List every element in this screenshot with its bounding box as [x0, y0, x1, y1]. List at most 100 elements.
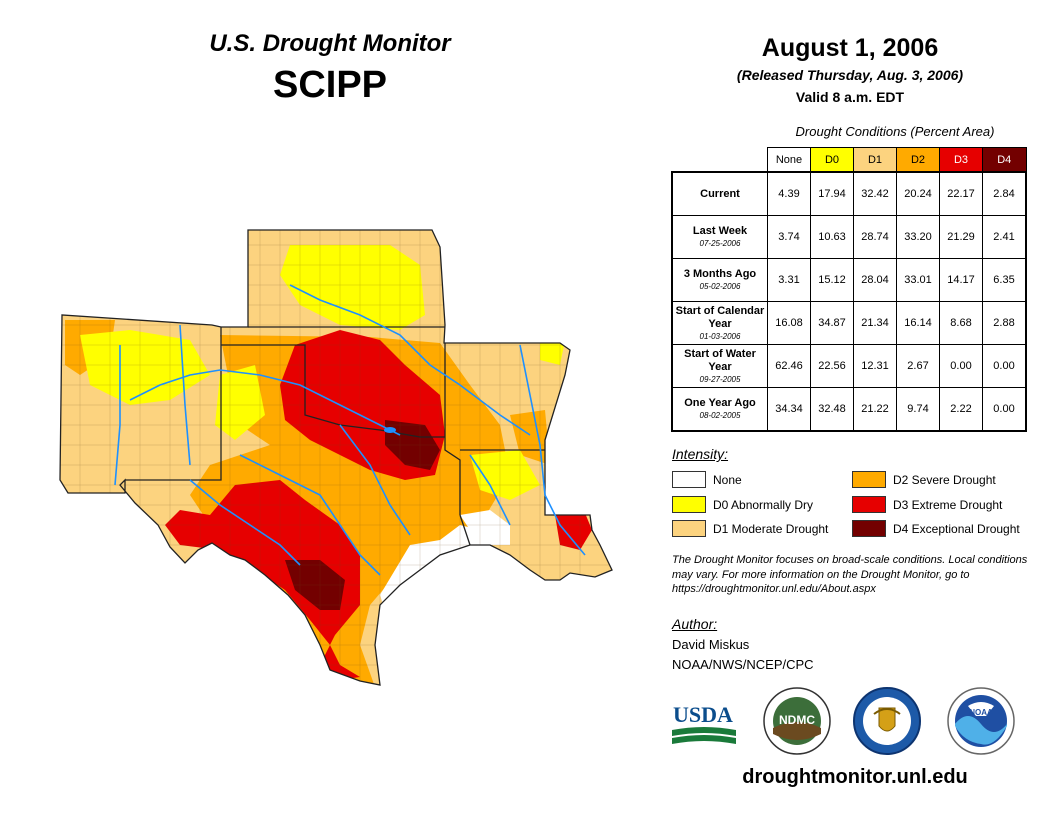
d4-area	[285, 560, 345, 610]
d4-area	[385, 420, 440, 470]
cell-d3: 2.22	[939, 387, 983, 432]
row-label: Current	[671, 171, 768, 216]
col-header-d3: D3	[939, 147, 983, 173]
cell-d2: 9.74	[896, 387, 940, 432]
row-label: Start of Calendar Year 01-03-2006	[671, 301, 768, 345]
cell-d3: 22.17	[939, 171, 983, 216]
website-url[interactable]: droughtmonitor.unl.edu	[742, 766, 968, 788]
cell-d1: 28.04	[853, 258, 897, 302]
legend-swatch	[852, 496, 886, 513]
cell-d4: 6.35	[982, 258, 1027, 302]
author-name: David Miskus	[672, 637, 750, 652]
cell-d1: 32.42	[853, 171, 897, 216]
cell-d2: 16.14	[896, 301, 940, 345]
table-row: One Year Ago 08-02-2005 34.34 32.48 21.22…	[671, 387, 1027, 432]
table-row: Current 4.39 17.94 32.42 20.24 22.17 2.8…	[671, 171, 1027, 216]
svg-text:USDA: USDA	[673, 702, 733, 727]
table-row: Start of Water Year 09-27-2005 62.46 22.5…	[671, 344, 1027, 388]
legend-swatch	[672, 496, 706, 513]
drought-map	[59, 229, 613, 686]
usda-logo: USDA	[672, 702, 736, 744]
cell-d0: 22.56	[810, 344, 854, 388]
row-label: 3 Months Ago 05-02-2006	[671, 258, 768, 302]
region-title: SCIPP	[272, 64, 388, 106]
legend-label: D2 Severe Drought	[893, 472, 996, 487]
cell-d4: 2.41	[982, 215, 1027, 259]
legend-label: D0 Abnormally Dry	[713, 497, 814, 512]
legend-swatch	[852, 471, 886, 488]
cell-d1: 21.22	[853, 387, 897, 432]
cell-none: 4.39	[767, 171, 811, 216]
cell-none: 34.34	[767, 387, 811, 432]
col-header-d0: D0	[810, 147, 854, 173]
svg-text:NDMC: NDMC	[779, 713, 815, 727]
commerce-seal-logo	[853, 687, 921, 755]
cell-none: 3.74	[767, 215, 811, 259]
legend-item-d2: D2 Severe Drought	[852, 471, 996, 488]
legend-item-none: None	[672, 471, 742, 488]
col-header-d2: D2	[896, 147, 940, 173]
cell-none: 3.31	[767, 258, 811, 302]
legend-swatch	[672, 471, 706, 488]
legend-label: D1 Moderate Drought	[713, 521, 829, 536]
legend-item-d4: D4 Exceptional Drought	[852, 520, 1020, 537]
valid-time: Valid 8 a.m. EDT	[795, 89, 905, 105]
lake-texoma	[384, 427, 396, 433]
cell-none: 16.08	[767, 301, 811, 345]
legend-item-d3: D3 Extreme Drought	[852, 496, 1002, 513]
table-row: 3 Months Ago 05-02-2006 3.31 15.12 28.04 …	[671, 258, 1027, 302]
legend-swatch	[852, 520, 886, 537]
intensity-title: Intensity:	[672, 446, 729, 462]
d3-area	[555, 513, 592, 550]
legend-label: None	[713, 472, 742, 487]
d0-area	[215, 365, 265, 440]
cell-d1: 21.34	[853, 301, 897, 345]
author-org: NOAA/NWS/NCEP/CPC	[672, 657, 814, 672]
map-date: August 1, 2006	[761, 34, 939, 62]
cell-d2: 33.01	[896, 258, 940, 302]
none-area	[380, 525, 490, 610]
author-title: Author:	[672, 616, 718, 632]
d0-area	[280, 245, 425, 330]
cell-d3: 0.00	[939, 344, 983, 388]
row-label: Start of Water Year 09-27-2005	[671, 344, 768, 388]
cell-d4: 2.84	[982, 171, 1027, 216]
cell-d2: 2.67	[896, 344, 940, 388]
d0-area	[80, 330, 210, 405]
ndmc-logo: NDMC	[763, 687, 831, 755]
row-label: One Year Ago 08-02-2005	[671, 387, 768, 432]
cell-d4: 2.88	[982, 301, 1027, 345]
cell-d0: 10.63	[810, 215, 854, 259]
col-header-none: None	[767, 147, 811, 173]
legend-swatch	[672, 520, 706, 537]
table-row: Start of Calendar Year 01-03-2006 16.08 3…	[671, 301, 1027, 345]
cell-d0: 32.48	[810, 387, 854, 432]
cell-d0: 34.87	[810, 301, 854, 345]
cell-d2: 20.24	[896, 171, 940, 216]
table-header-row: None D0 D1 D2 D3 D4	[672, 147, 1027, 173]
legend-item-d0: D0 Abnormally Dry	[672, 496, 813, 513]
col-header-d4: D4	[982, 147, 1027, 173]
monitor-title: U.S. Drought Monitor	[209, 30, 451, 57]
rivers	[114, 284, 586, 576]
drought-areas	[60, 230, 612, 685]
legend-label: D4 Exceptional Drought	[893, 521, 1020, 536]
cell-d3: 21.29	[939, 215, 983, 259]
cell-d0: 15.12	[810, 258, 854, 302]
drought-conditions-table: None D0 D1 D2 D3 D4 Current 4.39 17.94 3…	[671, 147, 1027, 432]
table-title: Drought Conditions (Percent Area)	[795, 124, 995, 139]
col-header-d1: D1	[853, 147, 897, 173]
d3-area	[165, 480, 360, 680]
noaa-logo: NOAA	[947, 687, 1015, 755]
cell-d1: 12.31	[853, 344, 897, 388]
release-date: (Released Thursday, Aug. 3, 2006)	[736, 67, 964, 83]
legend-label: D3 Extreme Drought	[893, 497, 1003, 512]
cell-d4: 0.00	[982, 344, 1027, 388]
legend-item-d1: D1 Moderate Drought	[672, 520, 828, 537]
disclaimer-note: The Drought Monitor focuses on broad-sca…	[672, 554, 1028, 595]
cell-d3: 14.17	[939, 258, 983, 302]
d0-area	[470, 450, 540, 500]
cell-d0: 17.94	[810, 171, 854, 216]
cell-d4: 0.00	[982, 387, 1027, 432]
cell-d2: 33.20	[896, 215, 940, 259]
